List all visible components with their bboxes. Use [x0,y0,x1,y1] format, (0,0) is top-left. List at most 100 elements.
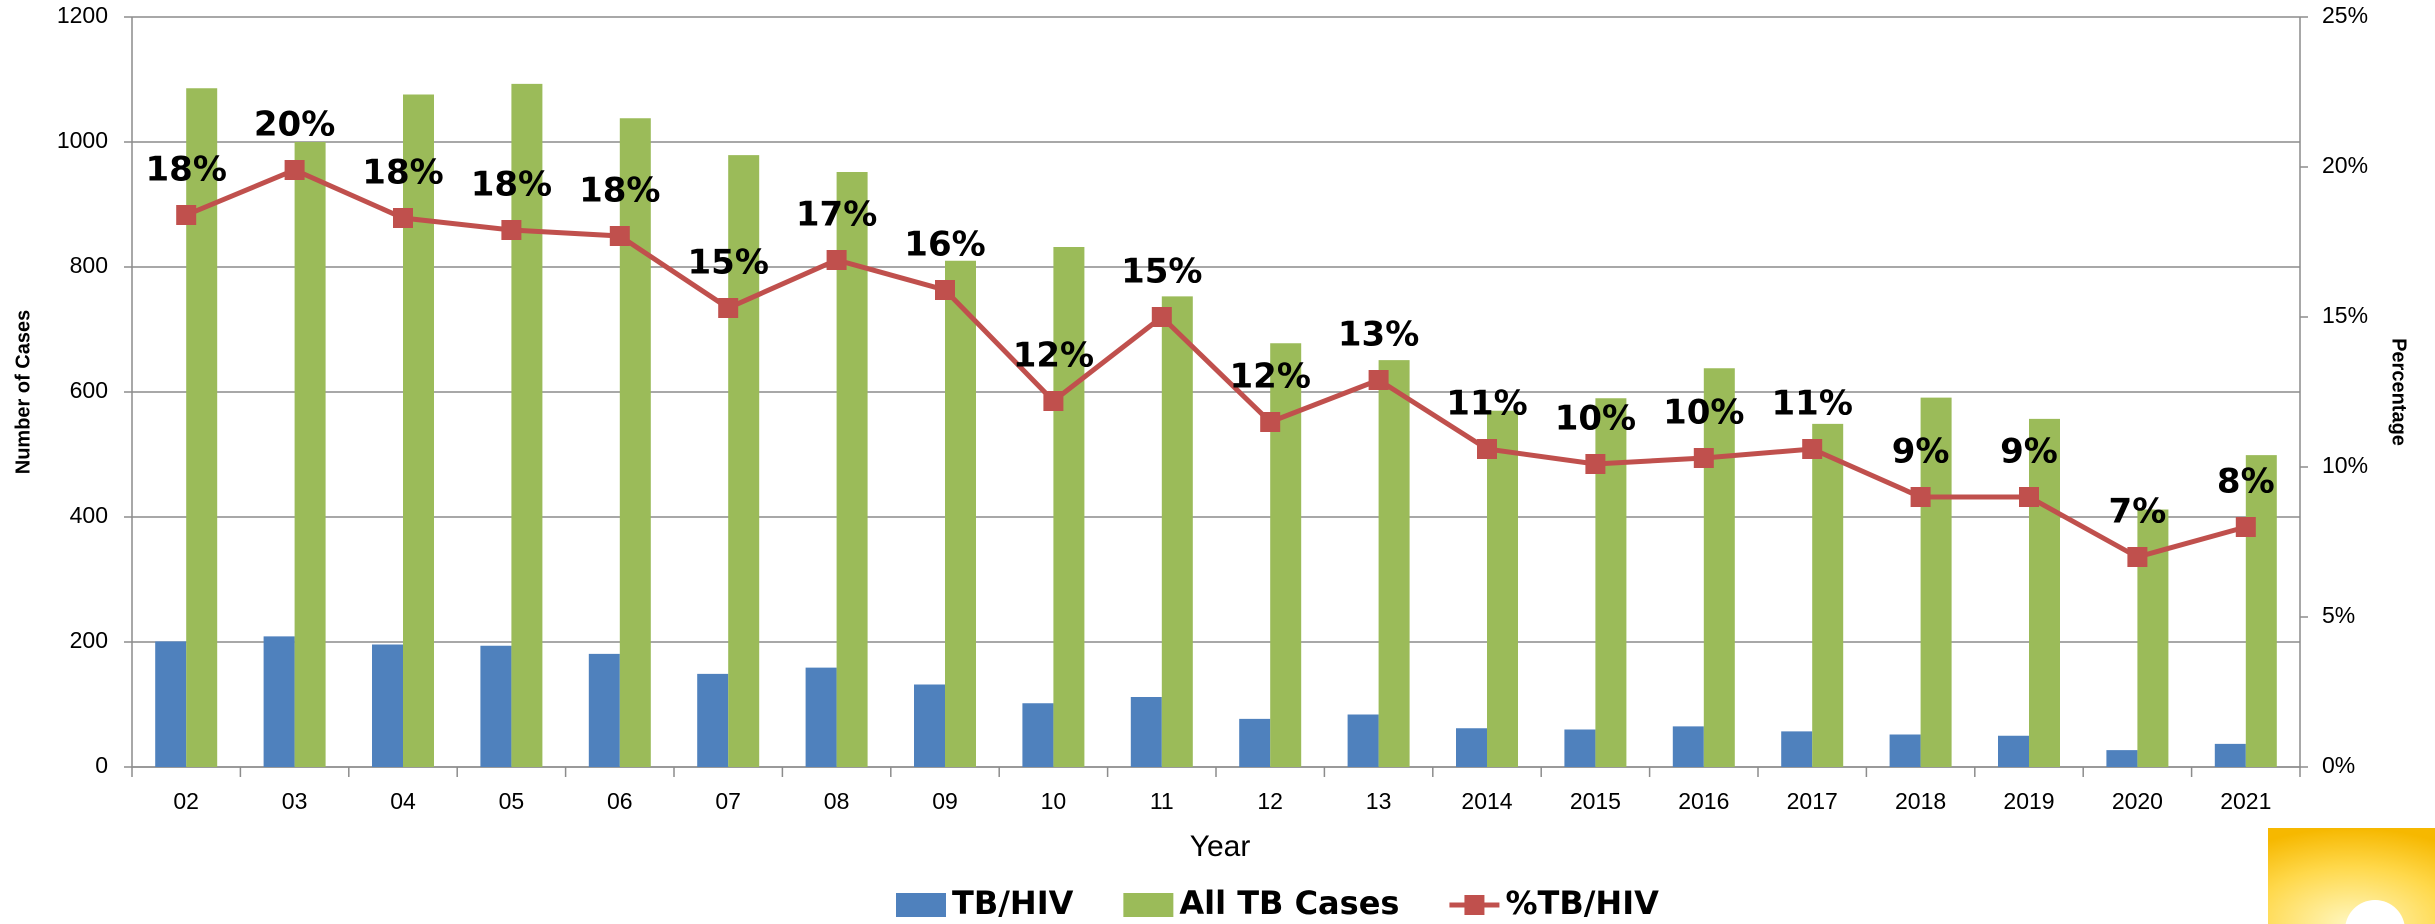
marker [1694,448,1714,468]
bar [1239,719,1270,767]
bar [589,654,620,767]
legend-label: All TB Cases [1179,884,1399,922]
value-label: 18% [579,171,660,211]
value-label: 18% [146,150,227,190]
value-label: 11% [1772,384,1853,424]
chart: Year Number of Cases Percentage 02004006… [0,0,2435,924]
marker [1585,454,1605,474]
x-tick-label: 06 [607,788,633,814]
line [186,170,2246,557]
bar [1022,703,1053,767]
bar [945,261,976,767]
logo [2268,828,2435,924]
value-label: 18% [471,165,552,205]
y-tick-label: 1200 [57,2,108,28]
bar [155,641,186,767]
x-tick-label: 10 [1041,788,1067,814]
marker [2127,547,2147,567]
bar [1379,360,1410,767]
y2-tick-label: 15% [2322,302,2368,328]
bar [914,685,945,768]
x-tick-label: 2021 [2220,788,2271,814]
bar [806,668,837,767]
bar [1595,398,1626,767]
bar [480,646,511,767]
y-tick-label: 0 [95,752,108,778]
legend-label: TB/HIV [952,884,1074,922]
x-tick-label: 2017 [1787,788,1838,814]
x-tick-label: 2018 [1895,788,1946,814]
marker [718,298,738,318]
marker [610,226,630,246]
bar [186,88,217,767]
value-label: 18% [362,153,443,193]
bar [620,118,651,767]
x-tick-label: 07 [715,788,741,814]
bar [1890,735,1921,768]
value-label: 15% [688,243,769,283]
marker [935,280,955,300]
x-tick-label: 03 [282,788,308,814]
legend-swatch [1123,893,1173,917]
value-label: 7% [2109,492,2167,532]
bar [2106,750,2137,767]
x-tick-label: 2020 [2112,788,2163,814]
x-tick-label: 09 [932,788,958,814]
x-tick-label: 04 [390,788,416,814]
y-tick-label: 200 [70,627,108,653]
legend-swatch [1464,895,1484,915]
y-tick-label: 1000 [57,127,108,153]
bar [295,142,326,767]
marker [1911,487,1931,507]
x-axis-title: Year [1190,830,1251,863]
legend-swatch [896,893,946,917]
bar [1456,728,1487,767]
y-tick-label: 800 [70,252,108,278]
value-label: 15% [1121,252,1202,292]
bar [1162,296,1193,767]
value-label: 20% [254,105,335,145]
value-label: 12% [1230,357,1311,397]
value-label: 11% [1446,384,1527,424]
y-axis-title: Number of Cases [12,310,34,475]
bar [264,636,295,767]
y-tick-label: 400 [70,502,108,528]
marker [1043,391,1063,411]
value-label: 13% [1338,315,1419,355]
marker [1369,370,1389,390]
y2-axis-title: Percentage [2388,338,2410,446]
bar [1131,697,1162,767]
value-label: 16% [904,225,985,265]
y2-tick-label: 25% [2322,2,2368,28]
bar [1781,731,1812,767]
bar [372,645,403,768]
x-tick-label: 2019 [2003,788,2054,814]
x-tick-label: 08 [824,788,850,814]
marker [176,205,196,225]
x-tick-label: 2016 [1678,788,1729,814]
bar [1564,730,1595,768]
value-label: 10% [1663,393,1744,433]
bar [1673,726,1704,767]
value-label: 9% [2000,432,2058,472]
legend-label: %TB/HIV [1505,884,1659,922]
y2-tick-label: 0% [2322,752,2355,778]
y2-tick-label: 20% [2322,152,2368,178]
bar [1998,736,2029,767]
marker [1152,307,1172,327]
x-tick-label: 11 [1150,788,1174,814]
bar [1053,247,1084,767]
y2-tick-label: 10% [2322,452,2368,478]
bar [1812,424,1843,767]
marker [1477,439,1497,459]
marker [2019,487,2039,507]
marker [1802,439,1822,459]
y2-tick-label: 5% [2322,602,2355,628]
marker [2236,517,2256,537]
bar [403,95,434,768]
marker [285,160,305,180]
bar [2215,744,2246,767]
marker [827,250,847,270]
value-label: 8% [2217,462,2275,502]
bar [2246,455,2277,767]
